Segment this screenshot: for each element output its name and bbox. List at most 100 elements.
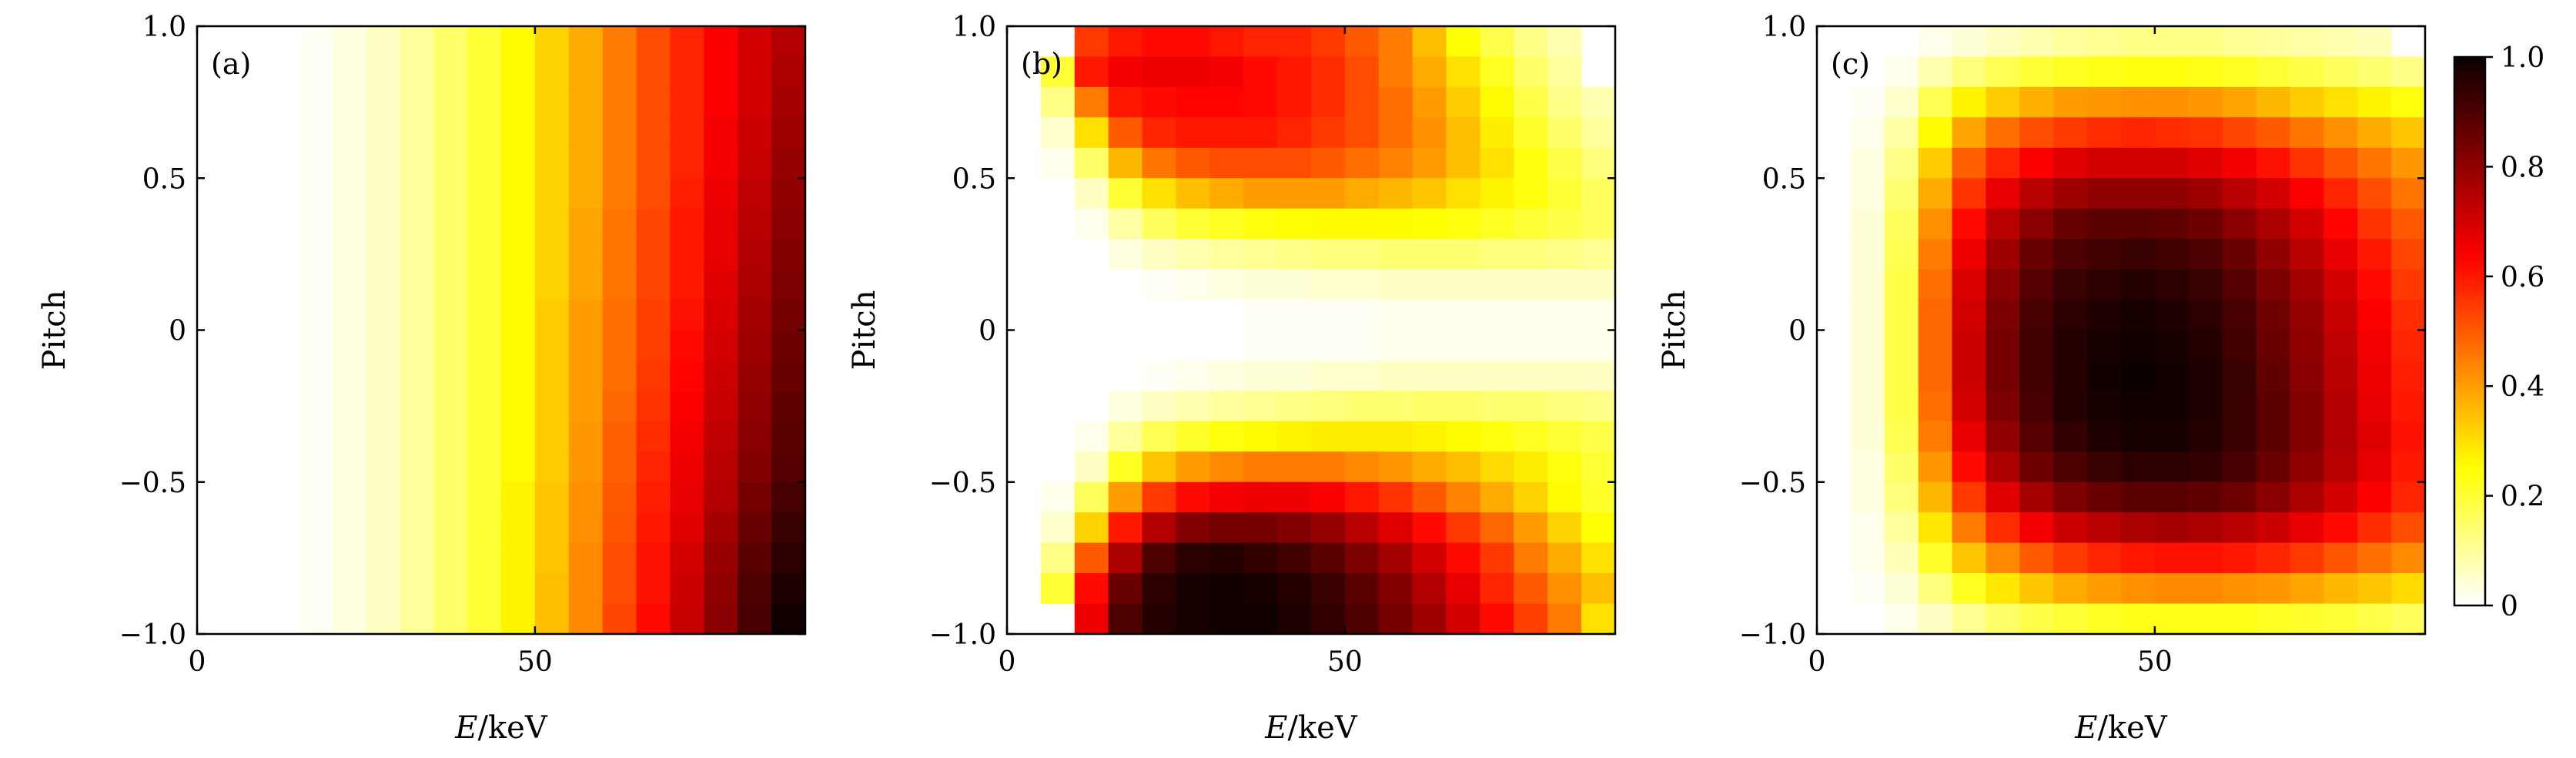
heatmap-cell (1378, 26, 1413, 58)
heatmap-cell (1176, 481, 1210, 513)
heatmap-cell (534, 56, 570, 88)
heatmap-cell (771, 208, 806, 240)
heatmap-cell (2053, 573, 2088, 605)
heatmap-cell (1884, 147, 1919, 179)
heatmap-cell (1884, 86, 1919, 118)
heatmap-cell (670, 117, 704, 149)
heatmap-cell (1412, 573, 1447, 605)
heatmap-cell (1446, 421, 1481, 452)
heatmap-cell (1514, 300, 1548, 331)
heatmap-cell (433, 391, 468, 422)
heatmap-cell (1344, 481, 1380, 513)
heatmap-cell (1040, 117, 1076, 149)
heatmap-cell (2391, 603, 2426, 635)
heatmap-cell (1344, 300, 1380, 331)
heatmap-cell (2290, 178, 2324, 210)
heatmap-cell (1884, 573, 1919, 605)
heatmap-cell (1176, 421, 1210, 452)
heatmap-cell (2121, 269, 2156, 300)
heatmap-cell (366, 360, 400, 391)
heatmap-cell (2154, 147, 2190, 179)
heatmap-cell (2357, 542, 2392, 574)
heatmap-cell (670, 147, 704, 179)
heatmap-cell (2323, 421, 2358, 452)
heatmap-cell (2121, 208, 2156, 240)
heatmap-cell (670, 481, 704, 513)
y-tick-label: 0 (979, 316, 996, 347)
heatmap-cell (2256, 360, 2291, 391)
heatmap-cell (738, 117, 772, 149)
heatmap-cell (2188, 300, 2223, 331)
heatmap-cell (2188, 269, 2223, 300)
heatmap-cell (1277, 451, 1312, 483)
heatmap-cell (433, 239, 468, 270)
colorbar-frame (2453, 55, 2487, 607)
heatmap-cell (332, 360, 367, 391)
heatmap-cell (1514, 542, 1548, 574)
heatmap-cell (771, 269, 806, 300)
heatmap-cell (771, 421, 806, 452)
heatmap-cell (1074, 512, 1109, 544)
heatmap-cell (2391, 542, 2426, 574)
heatmap-cell (1311, 421, 1346, 452)
heatmap-cell (704, 26, 738, 58)
heatmap-cell (501, 481, 536, 513)
heatmap-cell (2154, 360, 2190, 391)
heatmap-cell (2357, 603, 2392, 635)
heatmap-cell (1209, 239, 1244, 270)
heatmap-cell (400, 421, 434, 452)
heatmap-cell (568, 147, 604, 179)
heatmap-cell (1243, 481, 1278, 513)
heatmap-cell (771, 603, 806, 635)
heatmap-cell (636, 86, 671, 118)
heatmap-cell (1176, 512, 1210, 544)
colorbar: 0 0.2 0.4 0.6 0.8 1.0 (2453, 42, 2544, 622)
heatmap-cell (1344, 86, 1380, 118)
heatmap-cell (568, 178, 604, 210)
heatmap-cell (400, 481, 434, 513)
heatmap-cell (2290, 451, 2324, 483)
heatmap-cell (1850, 147, 1885, 179)
heatmap-cell (400, 542, 434, 574)
heatmap-cell (2053, 26, 2088, 58)
heatmap-cell (400, 300, 434, 331)
heatmap-cell (1850, 360, 1885, 391)
heatmap-cell (636, 391, 671, 422)
y-tick-label: 0.5 (952, 163, 996, 195)
heatmap-cell (298, 269, 333, 300)
heatmap-cell (366, 603, 400, 635)
heatmap-cell (467, 239, 502, 270)
heatmap-cell (366, 56, 400, 88)
heatmap-cell (366, 300, 400, 331)
heatmap-cell (2323, 26, 2358, 58)
heatmap-cell (1243, 512, 1278, 544)
heatmap-cell (1040, 56, 1076, 88)
heatmap-cell (2323, 391, 2358, 422)
heatmap-cell (400, 86, 434, 118)
heatmap-cell (2019, 26, 2054, 58)
heatmap-cell (670, 300, 704, 331)
heatmap-cell (2087, 86, 2122, 118)
y-tick-label: −0.5 (1739, 468, 1806, 499)
heatmap-cell (534, 86, 570, 118)
heatmap-cell (2053, 542, 2088, 574)
heatmap-cell (2391, 86, 2426, 118)
heatmap-cell (1040, 86, 1076, 118)
heatmap-cell (1918, 239, 1953, 270)
heatmap-cell (298, 360, 333, 391)
heatmap-cell (602, 117, 637, 149)
heatmap-cell (433, 300, 468, 331)
heatmap-cell (704, 300, 738, 331)
heatmap-cell (1277, 26, 1312, 58)
colorbar-tick-label: 0.2 (2501, 481, 2544, 513)
heatmap-cell (1918, 330, 1953, 361)
heatmap-cell (636, 269, 671, 300)
heatmap-cell (1142, 147, 1177, 179)
heatmap-cell (1986, 542, 2020, 574)
heatmap-cell (2290, 26, 2324, 58)
heatmap-cell (298, 391, 333, 422)
heatmap-cell (467, 451, 502, 483)
heatmap-cell (1311, 239, 1346, 270)
heatmap-cell (1547, 269, 1582, 300)
